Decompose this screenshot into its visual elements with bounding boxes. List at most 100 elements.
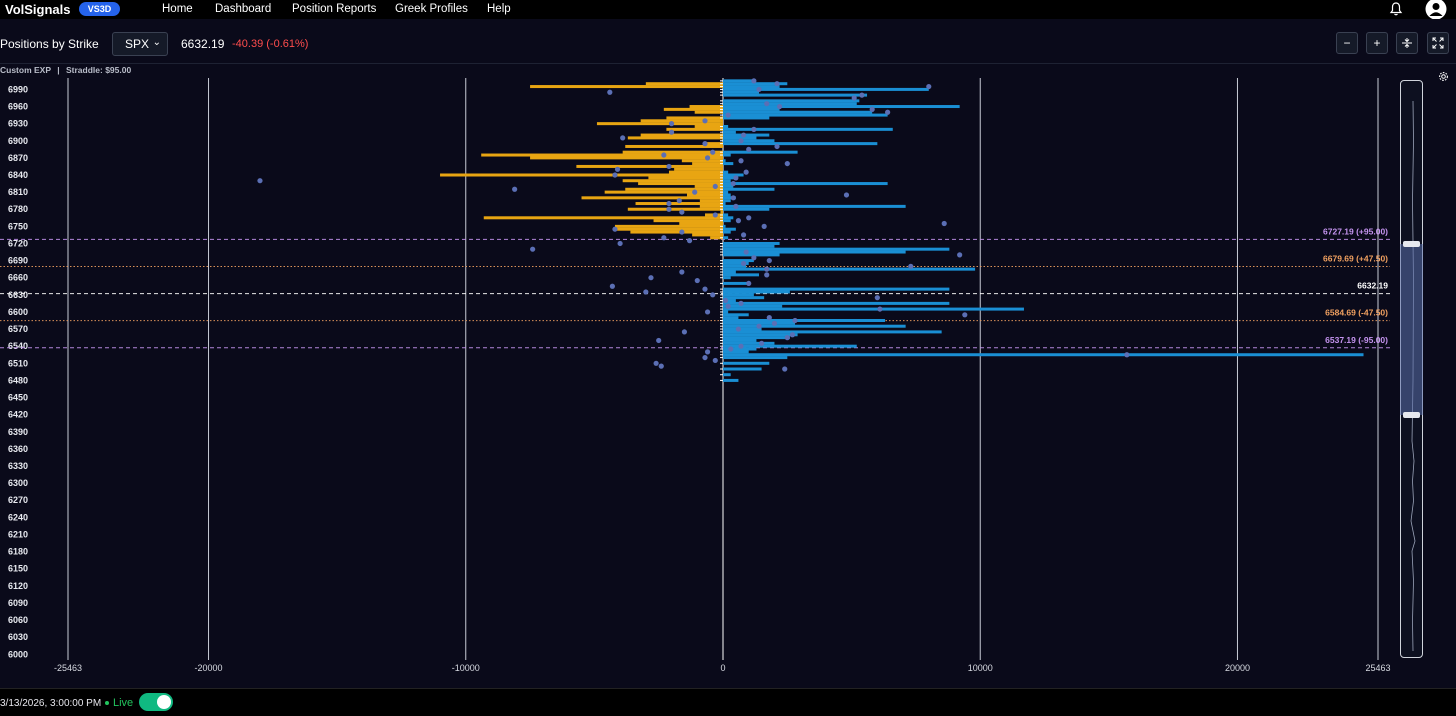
call-bar[interactable] — [723, 110, 873, 114]
net-position-dot[interactable] — [512, 186, 518, 192]
net-position-dot[interactable] — [692, 189, 698, 195]
put-bar[interactable] — [640, 133, 723, 137]
collapse-button[interactable] — [1396, 32, 1418, 54]
call-bar[interactable] — [723, 313, 749, 317]
call-bar[interactable] — [723, 199, 731, 203]
call-bar[interactable] — [723, 219, 731, 223]
net-position-dot[interactable] — [730, 180, 736, 187]
call-bar[interactable] — [723, 125, 729, 128]
symbol-select[interactable]: SPX ⌄ — [112, 32, 168, 56]
call-bar[interactable] — [723, 333, 798, 337]
call-bar[interactable] — [723, 176, 736, 180]
net-position-dot[interactable] — [751, 126, 757, 132]
put-bar[interactable] — [645, 82, 723, 86]
put-bar[interactable] — [692, 162, 723, 166]
call-bar[interactable] — [723, 93, 868, 97]
put-bar[interactable] — [692, 233, 723, 237]
zoom-in-button[interactable]: + — [1366, 32, 1388, 54]
call-bar[interactable] — [723, 99, 860, 103]
put-bar[interactable] — [625, 187, 723, 191]
call-bar[interactable] — [723, 378, 739, 382]
net-position-dot[interactable] — [740, 260, 747, 267]
net-position-dot[interactable] — [962, 312, 968, 318]
put-bar[interactable] — [689, 105, 723, 109]
call-bar[interactable] — [723, 344, 857, 348]
call-bar[interactable] — [723, 327, 762, 331]
call-bar[interactable] — [723, 338, 757, 342]
put-bar[interactable] — [666, 127, 723, 131]
net-position-dot[interactable] — [738, 343, 744, 349]
call-bar[interactable] — [723, 373, 731, 377]
navigator-handle-bottom[interactable] — [1403, 412, 1420, 418]
call-bar[interactable] — [723, 190, 729, 194]
net-position-dot[interactable] — [710, 149, 716, 155]
net-position-dot[interactable] — [666, 163, 672, 170]
nav-help[interactable]: Help — [487, 3, 511, 15]
net-position-dot[interactable] — [712, 357, 718, 364]
call-bar[interactable] — [723, 236, 729, 240]
net-position-dot[interactable] — [735, 326, 742, 332]
net-position-dot[interactable] — [722, 297, 729, 304]
net-position-dot[interactable] — [877, 306, 883, 312]
net-position-dot[interactable] — [746, 146, 752, 152]
call-bar[interactable] — [723, 130, 736, 134]
put-bar[interactable] — [483, 216, 723, 220]
call-bar[interactable] — [723, 85, 780, 89]
call-bar[interactable] — [723, 321, 796, 325]
net-position-dot[interactable] — [761, 223, 767, 229]
put-bar[interactable] — [630, 230, 723, 234]
net-position-dot[interactable] — [702, 286, 708, 292]
net-position-dot[interactable] — [728, 346, 734, 352]
call-bar[interactable] — [723, 230, 731, 234]
put-bar[interactable] — [663, 107, 723, 111]
net-position-dot[interactable] — [702, 354, 708, 361]
put-bar[interactable] — [699, 204, 723, 208]
call-bar[interactable] — [723, 170, 729, 174]
call-bar[interactable] — [723, 290, 790, 294]
net-position-dot[interactable] — [704, 309, 711, 315]
net-position-dot[interactable] — [725, 112, 731, 118]
net-position-dot[interactable] — [257, 178, 263, 184]
net-position-dot[interactable] — [843, 192, 850, 198]
call-bar[interactable] — [723, 347, 757, 351]
put-bar[interactable] — [653, 219, 723, 223]
call-bar[interactable] — [723, 139, 775, 143]
call-bar[interactable] — [723, 356, 788, 360]
net-position-dot[interactable] — [740, 132, 747, 138]
put-bar[interactable] — [699, 199, 723, 203]
net-position-dot[interactable] — [792, 317, 798, 324]
call-bar[interactable] — [723, 113, 888, 117]
call-bar[interactable] — [723, 273, 760, 277]
put-bar[interactable] — [674, 167, 723, 171]
net-position-dot[interactable] — [869, 106, 875, 112]
net-position-dot[interactable] — [609, 283, 615, 289]
call-bar[interactable] — [723, 307, 1024, 311]
net-position-dot[interactable] — [774, 143, 780, 150]
put-bar[interactable] — [694, 125, 723, 128]
call-bar[interactable] — [723, 204, 906, 208]
call-bar[interactable] — [723, 324, 906, 328]
call-bar[interactable] — [723, 319, 886, 322]
net-position-dot[interactable] — [730, 195, 736, 201]
call-bar[interactable] — [723, 173, 744, 177]
call-bar[interactable] — [723, 261, 749, 265]
nav-position-reports[interactable]: Position Reports — [292, 3, 377, 15]
call-bar[interactable] — [723, 227, 736, 231]
put-bar[interactable] — [694, 184, 723, 188]
net-position-dot[interactable] — [704, 155, 711, 161]
call-bar[interactable] — [723, 259, 754, 263]
put-bar[interactable] — [679, 222, 723, 225]
net-position-dot[interactable] — [789, 332, 796, 338]
net-position-dot[interactable] — [885, 109, 891, 115]
put-bar[interactable] — [668, 170, 723, 174]
positions-chart[interactable]: -25463 -20000 -10000 0 10000 20000 25463 6990 69… — [0, 63, 1395, 685]
call-bar[interactable] — [723, 247, 950, 251]
call-bar[interactable] — [723, 296, 765, 300]
navigator-window[interactable] — [1400, 244, 1423, 415]
call-bar[interactable] — [723, 187, 775, 191]
call-bar[interactable] — [723, 281, 749, 285]
net-position-dot[interactable] — [607, 89, 613, 95]
call-bar[interactable] — [723, 299, 736, 303]
net-position-dot[interactable] — [694, 277, 700, 284]
call-bar[interactable] — [723, 293, 754, 297]
